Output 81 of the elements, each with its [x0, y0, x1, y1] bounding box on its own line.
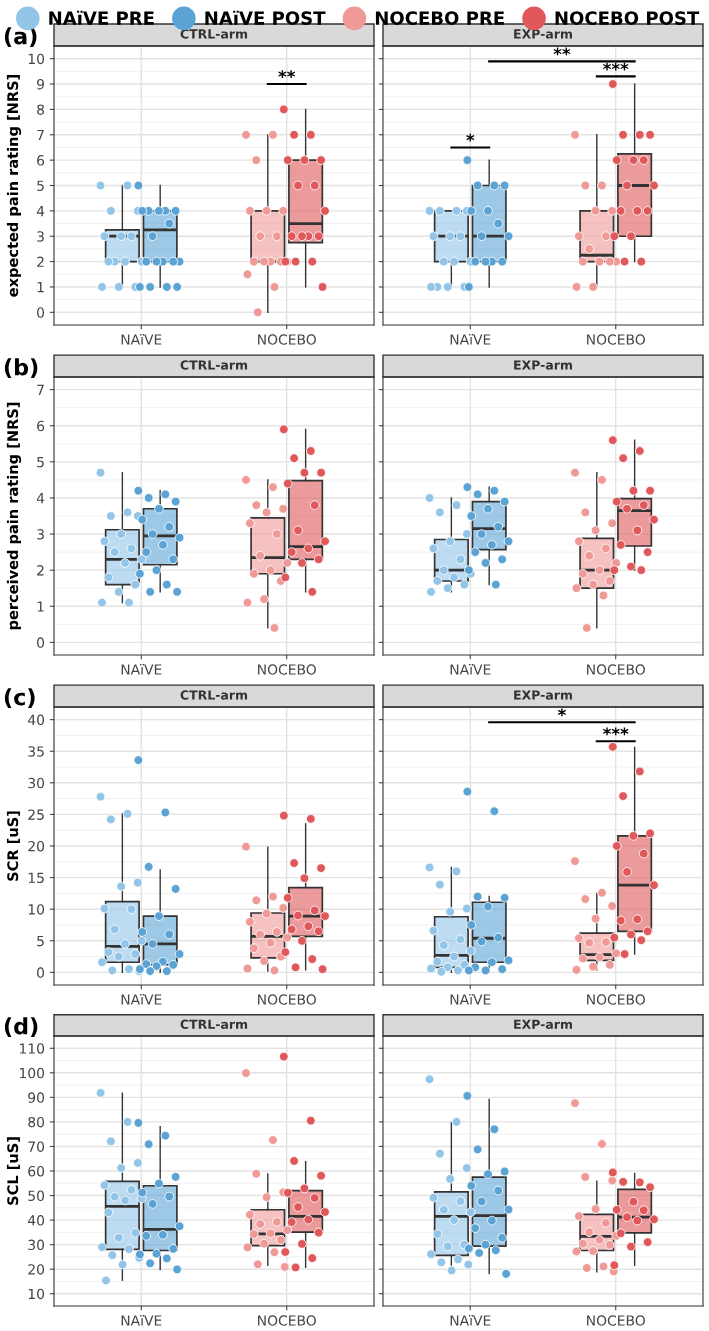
y-tick-label: 5 — [37, 935, 44, 947]
x-tick-label: NAïVE — [121, 334, 162, 345]
chart-title: CTRL-arm — [180, 360, 248, 370]
x-tick-label: NOCEBO — [258, 334, 316, 345]
y-axis-title: perceived pain rating [NRS] — [6, 402, 22, 630]
x-tick-label: NOCEBO — [587, 664, 645, 675]
y-tick-label: 40 — [27, 714, 45, 726]
y-tick-label: 30 — [28, 777, 45, 789]
y-tick-label: 7 — [37, 384, 44, 395]
y-tick-label: 70 — [28, 1141, 45, 1152]
chart-title: EXP-arm — [514, 29, 572, 39]
y-tick-label: 8 — [37, 104, 45, 115]
chart-title: EXP-arm — [514, 1019, 572, 1029]
y-tick-label: 1 — [37, 282, 44, 293]
x-tick-label: NAïVE — [450, 334, 491, 345]
y-tick-label: 4 — [36, 493, 45, 504]
x-tick-label: NAïVE — [450, 664, 491, 675]
y-tick-label: 4 — [36, 206, 45, 217]
x-tick-label: NOCEBO — [258, 664, 316, 675]
x-tick-label: NOCEBO — [258, 1315, 316, 1326]
y-axis-title: SCL [uS] — [6, 1137, 20, 1205]
legend-label: NAïVE PRE — [49, 10, 154, 25]
annotation: *** — [602, 62, 629, 71]
y-tick-label: 20 — [28, 1264, 45, 1275]
x-tick-label: NAïVE — [121, 664, 162, 675]
x-tick-label: NAïVE — [121, 994, 162, 1005]
y-tick-label: 0 — [37, 637, 45, 648]
x-tick-label: NOCEBO — [258, 994, 316, 1005]
y-tick-label: 80 — [28, 1116, 45, 1128]
y-tick-label: 10 — [28, 904, 45, 915]
y-tick-label: 9 — [37, 79, 44, 90]
x-tick-label: NAïVE — [121, 1315, 162, 1326]
y-tick-label: 6 — [37, 155, 45, 166]
legend-label: NAïVE POST — [205, 10, 326, 25]
y-tick-label: 6 — [37, 420, 45, 432]
text: (b) — [4, 358, 38, 379]
y-tick-label: 50 — [28, 1190, 45, 1202]
y-tick-label: 20 — [28, 840, 45, 852]
y-tick-label: 5 — [37, 180, 44, 191]
x-tick-label: NOCEBO — [587, 334, 645, 345]
y-axis-title: SCR [uS] — [6, 811, 20, 881]
chart-title: EXP-arm — [514, 690, 572, 700]
annotation: * — [557, 708, 566, 717]
y-tick-label: 1 — [37, 601, 44, 612]
chart-title: CTRL-arm — [180, 690, 248, 700]
y-tick-label: 3 — [37, 231, 44, 242]
y-axis-title: expected pain rating [NRS] — [6, 74, 22, 297]
chart-title: EXP-arm — [514, 360, 572, 370]
y-tick-label: 3 — [37, 529, 44, 540]
annotation: ** — [278, 70, 296, 78]
x-tick-label: NOCEBO — [587, 1315, 645, 1326]
y-tick-label: 5 — [37, 456, 44, 468]
y-tick-label: 0 — [37, 967, 45, 978]
y-tick-label: 15 — [28, 872, 44, 884]
y-tick-label: 60 — [28, 1165, 45, 1177]
annotation: ** — [553, 47, 571, 56]
y-tick-label: 0 — [37, 307, 45, 318]
legend-label: NOCEBO POST — [555, 11, 700, 25]
chart-title: CTRL-arm — [180, 29, 248, 39]
y-tick-label: 90 — [28, 1092, 45, 1103]
text: (d) — [4, 1017, 38, 1038]
annotation: *** — [602, 727, 629, 736]
annotation: * — [466, 133, 475, 142]
legend-label: NOCEBO PRE — [375, 11, 504, 25]
y-tick-label: 7 — [37, 129, 44, 141]
y-tick-label: 2 — [37, 256, 44, 267]
x-tick-label: NAïVE — [450, 994, 491, 1005]
y-tick-label: 10 — [28, 53, 45, 65]
text: (a) — [4, 27, 37, 48]
y-tick-label: 40 — [27, 1215, 45, 1226]
y-tick-label: 100 — [19, 1067, 45, 1079]
y-tick-label: 2 — [37, 565, 44, 576]
text: (c) — [4, 688, 35, 709]
chart-title: CTRL-arm — [180, 1019, 248, 1029]
y-tick-label: 110 — [19, 1043, 45, 1054]
y-tick-label: 30 — [28, 1239, 45, 1251]
x-tick-label: NOCEBO — [587, 994, 645, 1005]
y-tick-label: 10 — [28, 1288, 45, 1300]
y-tick-label: 25 — [28, 809, 44, 820]
y-tick-label: 35 — [28, 746, 44, 757]
x-tick-label: NAïVE — [450, 1315, 491, 1326]
